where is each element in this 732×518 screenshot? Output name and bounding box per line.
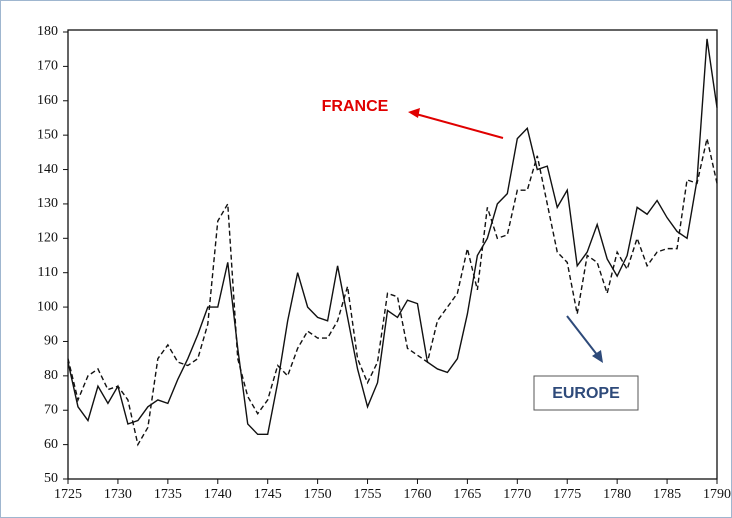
line-series bbox=[67, 138, 718, 447]
france-arrow bbox=[415, 113, 504, 139]
x-tick-label: 1790 bbox=[703, 487, 731, 502]
y-tick-label: 70 bbox=[44, 402, 58, 417]
x-tick-label: 1770 bbox=[503, 487, 531, 502]
europe-arrow bbox=[566, 315, 599, 357]
y-tick-label: 120 bbox=[37, 231, 58, 246]
x-tick-label: 1750 bbox=[304, 487, 332, 502]
y-tick-label: 90 bbox=[44, 334, 58, 349]
france-arrowhead bbox=[408, 108, 420, 118]
x-tick-label: 1740 bbox=[204, 487, 232, 502]
series-label: FRANCE bbox=[322, 98, 389, 115]
y-tick-label: 60 bbox=[44, 437, 58, 452]
europe-label-box bbox=[533, 375, 639, 411]
y-tick-label: 140 bbox=[37, 162, 58, 177]
y-tick-label: 110 bbox=[38, 265, 58, 280]
line-series bbox=[67, 38, 718, 435]
y-tick-label: 170 bbox=[37, 59, 58, 74]
y-tick-label: 50 bbox=[44, 471, 58, 486]
x-tick-label: 1765 bbox=[453, 487, 481, 502]
x-tick-label: 1725 bbox=[54, 487, 82, 502]
series-label: EUROPE bbox=[552, 385, 620, 402]
x-tick-label: 1760 bbox=[403, 487, 431, 502]
x-tick-label: 1775 bbox=[553, 487, 581, 502]
y-tick-label: 100 bbox=[37, 299, 58, 314]
y-tick-label: 160 bbox=[37, 93, 58, 108]
x-tick-label: 1755 bbox=[354, 487, 382, 502]
annotations bbox=[408, 108, 639, 411]
y-tick-label: 150 bbox=[37, 127, 58, 142]
x-tick-label: 1785 bbox=[653, 487, 681, 502]
x-tick-label: 1735 bbox=[154, 487, 182, 502]
y-tick-label: 80 bbox=[44, 368, 58, 383]
x-tick-label: 1745 bbox=[254, 487, 282, 502]
y-tick-label: 180 bbox=[37, 24, 58, 39]
y-tick-label: 130 bbox=[37, 196, 58, 211]
plot-frame bbox=[67, 29, 718, 480]
x-tick-label: 1730 bbox=[104, 487, 132, 502]
x-tick-label: 1780 bbox=[603, 487, 631, 502]
europe-arrowhead bbox=[592, 350, 603, 363]
